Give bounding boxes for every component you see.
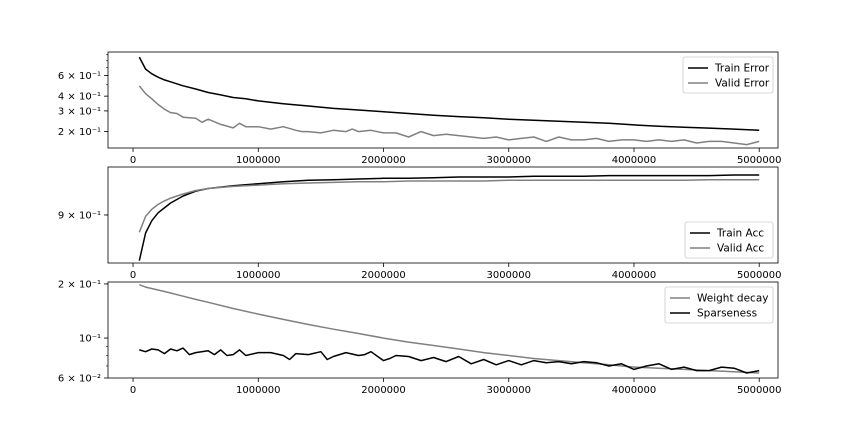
legend-label: Train Acc <box>716 228 764 240</box>
x-tick-label: 1000000 <box>236 155 281 166</box>
series-line-train-error <box>138 56 760 132</box>
legend-box <box>684 221 774 259</box>
y-tick-label: 4 × 10⁻¹ <box>58 92 101 103</box>
legend: Weight decay Sparseness <box>664 286 774 324</box>
legend-label: Valid Acc <box>717 243 764 255</box>
legend-label: Train Error <box>714 63 770 75</box>
x-tick-label: 4000000 <box>612 385 657 396</box>
series-line-sparseness <box>139 347 760 374</box>
x-tick-label: 0 <box>130 385 136 396</box>
y-tick-label: 6 × 10⁻¹ <box>58 71 101 82</box>
y-tick-label: 6 × 10⁻² <box>58 374 101 385</box>
legend-label: Sparseness <box>697 308 757 320</box>
y-tick-label: 2 × 10⁻¹ <box>58 279 101 290</box>
x-tick-label: 5000000 <box>737 270 782 281</box>
legend-label: Weight decay <box>697 293 768 305</box>
y-tick-label: 9 × 10⁻¹ <box>58 210 101 221</box>
x-tick-label: 3000000 <box>486 270 531 281</box>
x-tick-label: 5000000 <box>737 385 782 396</box>
legend-box <box>664 286 774 324</box>
plot-frame <box>107 281 779 379</box>
x-tick-label: 1000000 <box>236 270 281 281</box>
x-tick-label: 2000000 <box>361 385 406 396</box>
x-tick-label: 3000000 <box>486 155 531 166</box>
legend-box <box>682 56 774 94</box>
x-tick-label: 4000000 <box>612 270 657 281</box>
legend: Train Error Valid Error <box>682 56 774 94</box>
y-tick-label: 2 × 10⁻¹ <box>58 127 101 138</box>
legend: Train Acc Valid Acc <box>684 221 774 259</box>
x-tick-label: 1000000 <box>236 385 281 396</box>
series-line-valid-error <box>138 85 760 146</box>
x-tick-label: 4000000 <box>612 155 657 166</box>
x-tick-label: 5000000 <box>737 155 782 166</box>
x-tick-label: 2000000 <box>361 270 406 281</box>
accuracy-panel: 9 × 10⁻¹ 0 1000000 2000000 3000000 4000000 500… <box>58 166 782 281</box>
series-line-train-acc <box>138 174 760 261</box>
series-line-valid-acc <box>138 178 760 233</box>
plot-frame <box>107 51 779 149</box>
y-tick-label: 3 × 10⁻¹ <box>58 106 101 117</box>
legend-label: Valid Error <box>715 78 770 90</box>
x-tick-label: 3000000 <box>486 385 531 396</box>
y-tick-label: 10⁻¹ <box>79 334 101 345</box>
regularization-panel: 6 × 10⁻² 10⁻¹ 2 × 10⁻¹ 0 1000000 2000000 30000… <box>58 279 782 396</box>
x-tick-label: 0 <box>130 155 136 166</box>
x-tick-label: 2000000 <box>361 155 406 166</box>
x-tick-label: 0 <box>130 270 136 281</box>
error-panel: 2 × 10⁻¹ 3 × 10⁻¹ 4 × 10⁻¹ 6 × 10⁻¹ 0 1000000… <box>58 51 782 166</box>
